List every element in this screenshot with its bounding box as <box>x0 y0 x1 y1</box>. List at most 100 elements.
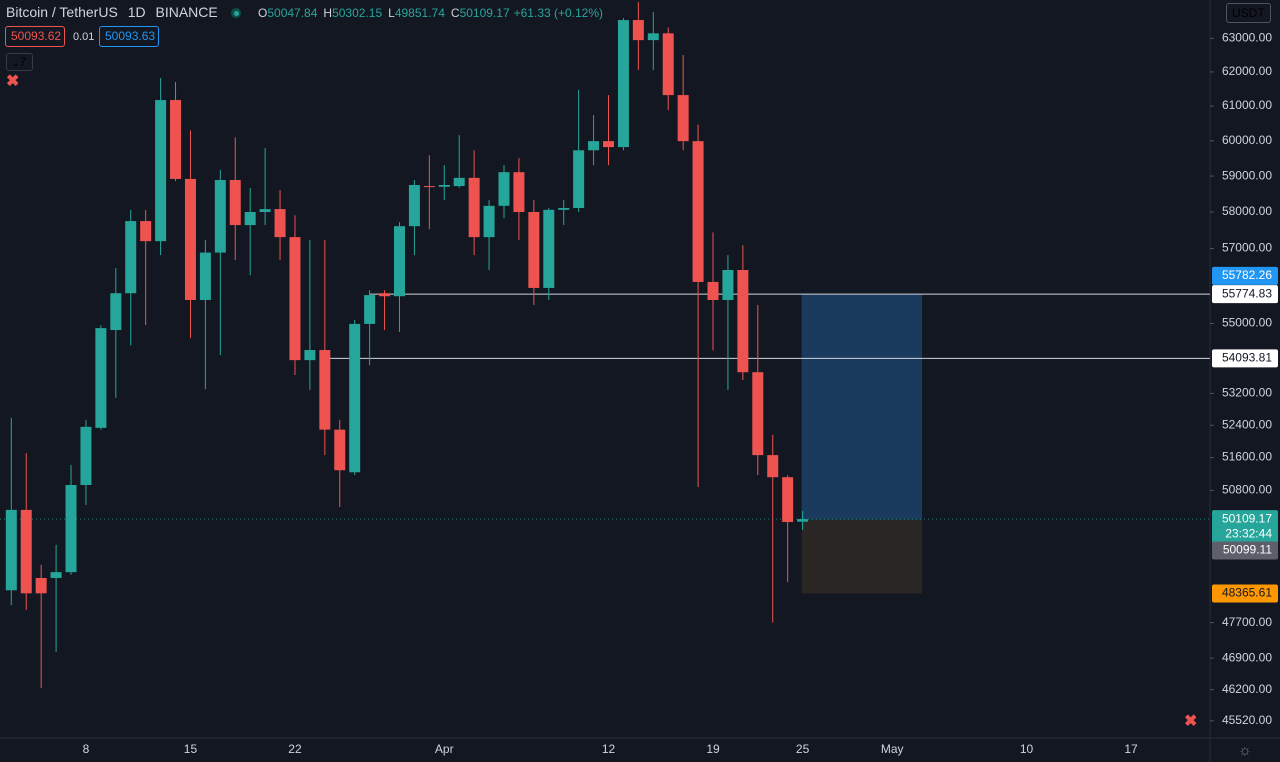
candle-body <box>50 572 62 578</box>
sell-button[interactable]: 50093.62 <box>5 26 65 47</box>
status-dot <box>231 8 241 18</box>
candle-body <box>692 141 704 282</box>
indicators-toggle[interactable]: ⌄7 <box>6 53 33 71</box>
candle-body <box>647 33 659 41</box>
price-tag <box>1212 266 1278 285</box>
candle-body <box>588 141 600 151</box>
candle-body <box>170 100 182 179</box>
candle-body <box>603 141 614 148</box>
ohlc-key: O <box>258 6 268 20</box>
candle-body <box>214 180 226 253</box>
indicators-count: 7 <box>19 55 27 69</box>
candle-body <box>379 293 391 297</box>
x-tick-label: 10 <box>1020 742 1034 756</box>
candle-body <box>408 185 420 227</box>
candle-body <box>184 178 196 300</box>
candle-body <box>199 252 211 300</box>
interval[interactable]: 1D <box>127 4 146 20</box>
position-loss <box>801 519 923 594</box>
remove-icon[interactable]: ✖ <box>1184 713 1198 730</box>
candle-body <box>498 172 510 206</box>
price-tag-label: 50099.11 <box>1223 543 1272 557</box>
spread: 0.01 <box>73 31 95 43</box>
candle-body <box>662 33 674 96</box>
candle-body <box>364 295 376 324</box>
ohlc-change: +61.33 (+0.12%) <box>513 6 604 20</box>
candle-body <box>543 209 555 288</box>
y-tick-label: 51600.00 <box>1222 450 1272 464</box>
candle-body <box>782 477 794 523</box>
x-tick-label: 15 <box>184 742 198 756</box>
candle-body <box>573 150 585 209</box>
price-tag-label: 48365.61 <box>1222 586 1272 600</box>
price-tag <box>1212 541 1278 560</box>
candle-body <box>632 20 644 41</box>
candle-body <box>35 577 47 594</box>
ohlc-key: L <box>388 6 395 20</box>
candle-body <box>334 429 346 471</box>
symbol-title: Bitcoin / TetherUS <box>6 4 118 20</box>
candle-body <box>453 177 465 187</box>
candle-body <box>244 211 256 226</box>
candle-body <box>558 208 570 210</box>
y-tick-label: 62000.00 <box>1222 64 1272 78</box>
currency-label[interactable]: USDT <box>1226 3 1271 23</box>
price-tag-label: 50109.17 <box>1222 511 1272 525</box>
y-tick-label: 52400.00 <box>1222 417 1272 431</box>
y-tick-label: 57000.00 <box>1222 241 1272 255</box>
candle-body <box>125 221 137 294</box>
y-tick-label: 55000.00 <box>1222 316 1272 330</box>
header: Bitcoin / TetherUS 1D BINANCE <box>6 4 218 20</box>
x-tick-label: 19 <box>706 742 720 756</box>
price-tag-label: 54093.81 <box>1222 351 1272 365</box>
candle-body <box>274 209 286 238</box>
y-tick-label: 59000.00 <box>1222 168 1272 182</box>
candle-body <box>737 269 749 373</box>
candle-body <box>289 237 301 361</box>
candle-body <box>528 211 540 288</box>
x-tick-label: 17 <box>1124 742 1138 756</box>
ohlc-value: 49851.74 <box>394 6 445 20</box>
position-profit <box>801 294 923 520</box>
candle-body <box>229 180 241 226</box>
candle-body <box>349 323 361 473</box>
candle-body <box>20 509 32 594</box>
chevron: ⌄ <box>12 58 20 68</box>
y-tick-label: 45520.00 <box>1222 713 1272 727</box>
ohlc-legend: O50047.84 H50302.15 L49851.74 C50109.17 +61.… <box>258 6 603 20</box>
candle-body <box>797 519 809 522</box>
candle-body <box>95 328 107 428</box>
candle-body <box>677 95 689 142</box>
x-tick-label: May <box>881 742 904 756</box>
candle-body <box>722 269 734 300</box>
ohlc-value: 50109.17 <box>459 6 510 20</box>
candle-body <box>140 221 152 242</box>
candle-body <box>468 177 480 238</box>
price-tag <box>1212 584 1278 603</box>
ohlc-value: 50302.15 <box>332 6 383 20</box>
settings-icon[interactable]: ☼ <box>1238 742 1252 759</box>
price-tag <box>1212 349 1278 368</box>
candle-body <box>65 485 77 573</box>
y-tick-label: 50800.00 <box>1222 483 1272 497</box>
y-tick-label: 61000.00 <box>1222 98 1272 112</box>
x-tick-label: 8 <box>83 742 90 756</box>
candle-body <box>259 209 271 212</box>
price-tag-label: 55774.83 <box>1222 286 1272 300</box>
candle-body <box>319 350 331 430</box>
y-tick-label: 60000.00 <box>1222 133 1272 147</box>
ohlc-key: C <box>450 6 460 20</box>
price-tag <box>1212 510 1278 545</box>
candle-body <box>617 20 629 148</box>
y-tick-label: 47700.00 <box>1222 615 1272 629</box>
candle-body <box>752 372 764 456</box>
x-tick-label: 12 <box>602 742 616 756</box>
exchange: BINANCE <box>155 4 218 20</box>
close-icon[interactable]: ✖ <box>6 73 20 90</box>
candle-body <box>393 226 405 297</box>
ohlc-key: H <box>323 6 333 20</box>
buy-button[interactable]: 50093.63 <box>99 26 159 47</box>
y-tick-label: 46900.00 <box>1222 650 1272 664</box>
y-tick-label: 63000.00 <box>1222 30 1272 44</box>
